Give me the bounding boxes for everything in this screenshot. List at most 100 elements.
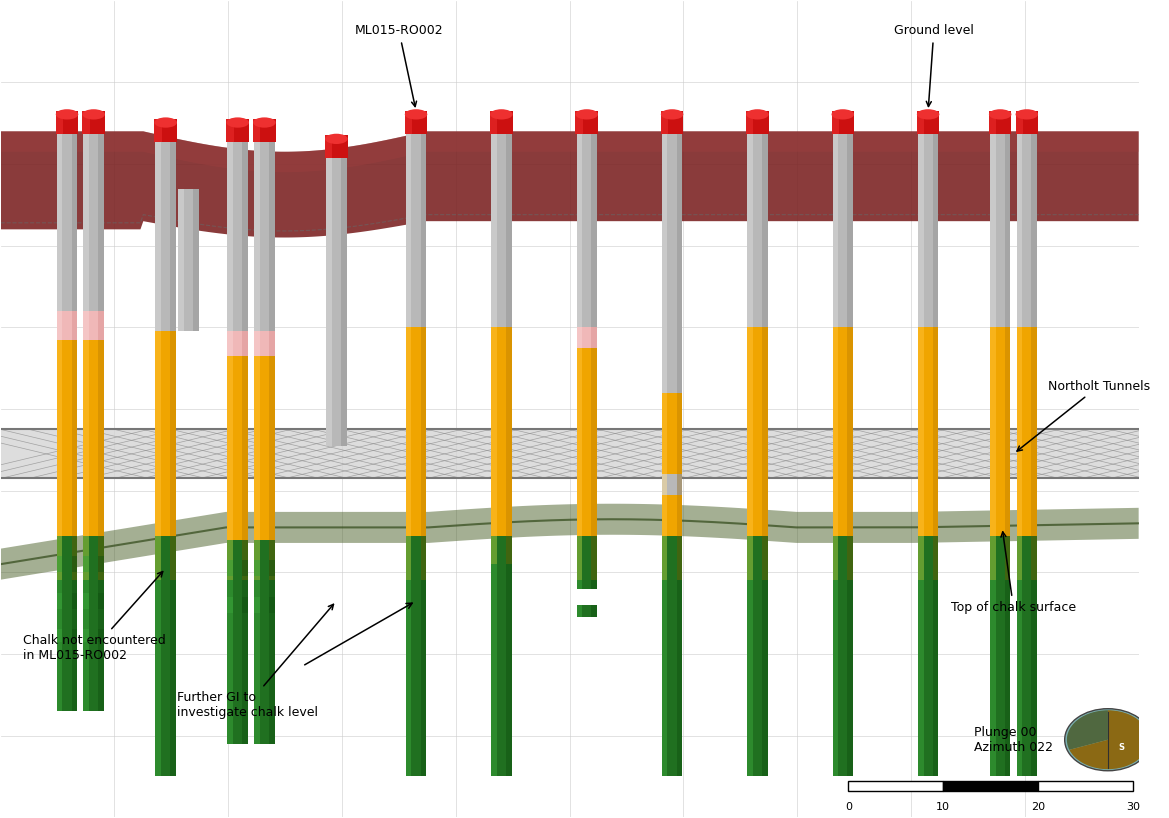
Bar xyxy=(57,339,77,581)
Bar xyxy=(83,339,89,581)
Bar xyxy=(98,630,104,642)
Bar xyxy=(254,142,275,331)
Bar xyxy=(576,605,582,618)
Bar xyxy=(171,536,177,776)
Text: S: S xyxy=(1118,743,1123,752)
Bar xyxy=(1031,134,1037,327)
Bar xyxy=(747,536,768,776)
Bar xyxy=(832,327,838,581)
Bar xyxy=(71,536,77,711)
Bar xyxy=(242,142,248,331)
Bar xyxy=(592,605,597,618)
Bar xyxy=(662,393,683,581)
Bar xyxy=(98,556,104,573)
Bar xyxy=(57,536,62,711)
Bar xyxy=(1017,134,1022,327)
Bar xyxy=(171,331,177,581)
Bar xyxy=(990,536,996,776)
Bar xyxy=(849,781,943,791)
Bar xyxy=(57,630,77,642)
Bar xyxy=(155,536,161,776)
Bar xyxy=(677,134,683,393)
Bar xyxy=(989,111,996,134)
Bar xyxy=(228,356,248,581)
Bar xyxy=(83,593,104,609)
Polygon shape xyxy=(1,132,1139,172)
Bar xyxy=(762,327,768,581)
Bar xyxy=(677,536,683,776)
Bar xyxy=(576,327,597,348)
Bar xyxy=(762,536,768,776)
Bar xyxy=(576,536,582,589)
Ellipse shape xyxy=(746,110,769,119)
Bar xyxy=(83,536,89,711)
Bar xyxy=(918,327,939,581)
Bar xyxy=(1038,781,1133,791)
Bar xyxy=(83,311,104,339)
Ellipse shape xyxy=(660,110,684,119)
Bar xyxy=(831,111,855,134)
Bar xyxy=(1017,134,1037,327)
Bar xyxy=(254,540,275,744)
Bar xyxy=(421,536,427,776)
Bar xyxy=(254,540,260,744)
Bar xyxy=(404,111,428,134)
Bar xyxy=(746,111,769,134)
Bar xyxy=(83,556,89,573)
Bar xyxy=(71,339,77,581)
Bar xyxy=(242,356,248,581)
Bar xyxy=(57,630,62,642)
Bar xyxy=(178,188,199,331)
Bar xyxy=(660,111,667,134)
Bar xyxy=(57,134,62,311)
Bar xyxy=(490,111,497,134)
Bar xyxy=(491,134,497,327)
Bar xyxy=(1017,327,1037,581)
Bar xyxy=(406,536,427,776)
Bar xyxy=(228,356,233,581)
Bar xyxy=(1031,327,1037,581)
Bar xyxy=(832,536,838,776)
Wedge shape xyxy=(1070,710,1149,769)
Bar xyxy=(98,339,104,581)
Bar xyxy=(592,348,597,581)
Bar xyxy=(83,311,89,339)
Bar xyxy=(662,134,683,393)
Bar xyxy=(228,540,248,744)
Bar xyxy=(1017,536,1037,776)
Bar xyxy=(57,556,62,573)
Bar xyxy=(228,597,233,614)
Bar xyxy=(1005,327,1010,581)
Text: 20: 20 xyxy=(1031,802,1045,811)
Text: Ground level: Ground level xyxy=(894,25,974,106)
Bar xyxy=(592,327,597,348)
Bar xyxy=(506,327,512,564)
Bar xyxy=(227,119,249,142)
Bar xyxy=(832,536,853,776)
Bar xyxy=(575,111,582,134)
Bar xyxy=(71,311,77,339)
Text: Top of chalk surface: Top of chalk surface xyxy=(950,532,1075,614)
Text: ML015-RO002: ML015-RO002 xyxy=(354,25,443,106)
Bar xyxy=(57,339,62,581)
Bar xyxy=(576,348,582,581)
Polygon shape xyxy=(1,132,1139,237)
Text: Plunge 00
Azimuth 022: Plunge 00 Azimuth 022 xyxy=(974,726,1052,753)
Bar xyxy=(82,111,90,134)
Bar xyxy=(662,393,667,581)
Bar xyxy=(228,331,233,356)
Bar xyxy=(228,597,248,614)
Bar xyxy=(82,111,105,134)
Bar xyxy=(918,134,939,327)
Text: 10: 10 xyxy=(936,802,950,811)
Bar xyxy=(56,111,78,134)
Bar xyxy=(155,331,177,581)
Bar xyxy=(916,111,924,134)
Bar xyxy=(98,311,104,339)
Bar xyxy=(254,356,275,581)
Bar xyxy=(592,134,597,327)
Ellipse shape xyxy=(1016,110,1038,119)
Bar xyxy=(918,536,939,776)
Ellipse shape xyxy=(916,110,940,119)
Bar xyxy=(1,429,1139,479)
